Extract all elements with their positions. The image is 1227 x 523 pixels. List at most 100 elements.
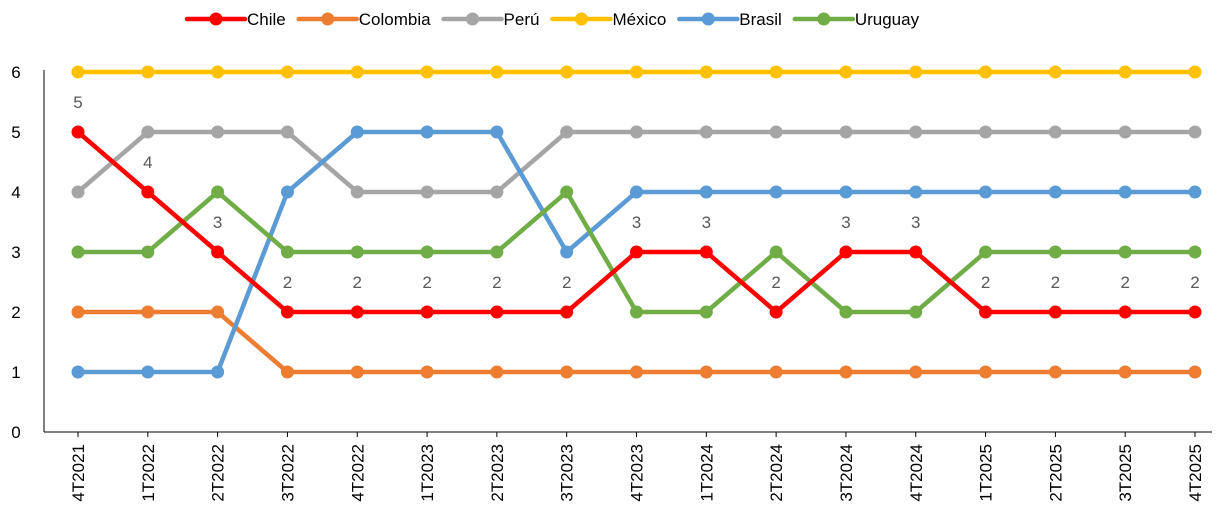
- data-point-chile: [1118, 305, 1132, 319]
- legend-marker: [209, 12, 223, 26]
- legend: Chile Colombia Perú México Brasil Uruguay: [184, 10, 920, 29]
- data-point-chile: [280, 305, 294, 319]
- data-point-peru: [769, 125, 783, 139]
- data-point-uruguay: [909, 305, 923, 319]
- series-uruguay: [71, 185, 1202, 319]
- x-tick-label: 2T2025: [1046, 444, 1065, 502]
- data-point-uruguay: [979, 245, 993, 259]
- data-point-mexico: [699, 65, 713, 79]
- data-point-mexico: [630, 65, 643, 79]
- data-label: 2: [1051, 273, 1060, 292]
- x-tick-label: 3T2022: [278, 444, 297, 502]
- data-point-brasil: [560, 245, 574, 259]
- data-point-brasil: [699, 185, 713, 199]
- data-point-brasil: [71, 365, 85, 379]
- data-point-brasil: [630, 185, 643, 199]
- data-point-uruguay: [1118, 245, 1132, 259]
- data-point-uruguay: [280, 245, 294, 259]
- data-point-uruguay: [71, 245, 85, 259]
- data-point-uruguay: [699, 305, 713, 319]
- data-point-brasil: [979, 185, 993, 199]
- data-label: 3: [911, 213, 920, 232]
- data-point-colombia: [839, 365, 853, 379]
- legend-item-brasil: Brasil: [677, 10, 782, 29]
- data-point-chile: [211, 245, 225, 259]
- data-point-colombia: [71, 305, 85, 319]
- data-label: 2: [771, 273, 780, 292]
- data-point-brasil: [490, 125, 504, 139]
- data-point-chile: [979, 305, 993, 319]
- data-label: 2: [1120, 273, 1129, 292]
- legend-item-chile: Chile: [184, 10, 286, 29]
- legend-label: Perú: [504, 10, 540, 29]
- legend-item-uruguay: Uruguay: [792, 10, 920, 29]
- data-point-chile: [490, 305, 504, 319]
- data-point-chile: [630, 245, 643, 259]
- data-point-uruguay: [630, 305, 643, 319]
- data-label: 2: [492, 273, 501, 292]
- data-point-uruguay: [420, 245, 434, 259]
- data-point-peru: [909, 125, 923, 139]
- data-point-mexico: [490, 65, 504, 79]
- data-point-uruguay: [211, 185, 225, 199]
- data-point-chile: [350, 305, 364, 319]
- data-point-chile: [839, 245, 853, 259]
- data-point-colombia: [1048, 365, 1062, 379]
- data-point-colombia: [490, 365, 504, 379]
- data-point-uruguay: [560, 185, 574, 199]
- legend-marker: [321, 12, 335, 26]
- data-label: 2: [353, 273, 362, 292]
- x-tick-label: 4T2025: [1186, 444, 1205, 502]
- data-point-peru: [1048, 125, 1062, 139]
- data-point-colombia: [769, 365, 783, 379]
- data-point-colombia: [420, 365, 434, 379]
- y-tick-label: 6: [11, 63, 20, 82]
- series-colombia: [71, 305, 1202, 379]
- data-labels: 5 4 3 2 2 2 2 2 3 3 2 3 3 2 2 2 2: [73, 93, 1199, 292]
- data-point-chile: [420, 305, 434, 319]
- data-point-mexico: [420, 65, 434, 79]
- series-mexico: [71, 65, 1202, 79]
- data-label: 2: [422, 273, 431, 292]
- x-tick-label: 3T2024: [837, 444, 856, 502]
- series-chile: [71, 125, 1202, 319]
- legend-item-mexico: México: [550, 10, 666, 29]
- data-point-peru: [979, 125, 993, 139]
- data-point-colombia: [630, 365, 643, 379]
- y-tick-label: 4: [11, 183, 20, 202]
- series-lines: [71, 65, 1202, 379]
- data-point-brasil: [211, 365, 225, 379]
- data-label: 2: [1190, 273, 1199, 292]
- data-label: 2: [562, 273, 571, 292]
- data-point-brasil: [280, 185, 294, 199]
- data-point-peru: [560, 125, 574, 139]
- data-label: 5: [73, 93, 82, 112]
- data-point-peru: [490, 185, 504, 199]
- data-point-uruguay: [1188, 245, 1202, 259]
- data-point-peru: [630, 125, 643, 139]
- data-point-peru: [1118, 125, 1132, 139]
- data-point-chile: [71, 125, 85, 139]
- legend-marker: [701, 12, 715, 26]
- y-tick-label: 1: [11, 363, 20, 382]
- data-point-mexico: [141, 65, 155, 79]
- data-point-peru: [839, 125, 853, 139]
- data-point-colombia: [141, 305, 155, 319]
- data-point-colombia: [280, 365, 294, 379]
- data-point-brasil: [1048, 185, 1062, 199]
- series-brasil: [71, 125, 1202, 379]
- data-point-mexico: [909, 65, 923, 79]
- axes: 0 1 2 3 4 5 6 4T2021 1T2022 2T2022 3T2022 4T2022 1T2…: [11, 63, 1212, 502]
- x-tick-label: 4T2023: [628, 444, 647, 502]
- x-tick-label: 2T2022: [209, 444, 228, 502]
- data-point-uruguay: [769, 245, 783, 259]
- x-tick-label: 2T2023: [488, 444, 507, 502]
- data-point-peru: [71, 185, 85, 199]
- data-label: 2: [283, 273, 292, 292]
- legend-marker: [574, 12, 588, 26]
- data-point-mexico: [979, 65, 993, 79]
- y-tick-label: 0: [11, 423, 20, 442]
- x-tick-label: 3T2023: [558, 444, 577, 502]
